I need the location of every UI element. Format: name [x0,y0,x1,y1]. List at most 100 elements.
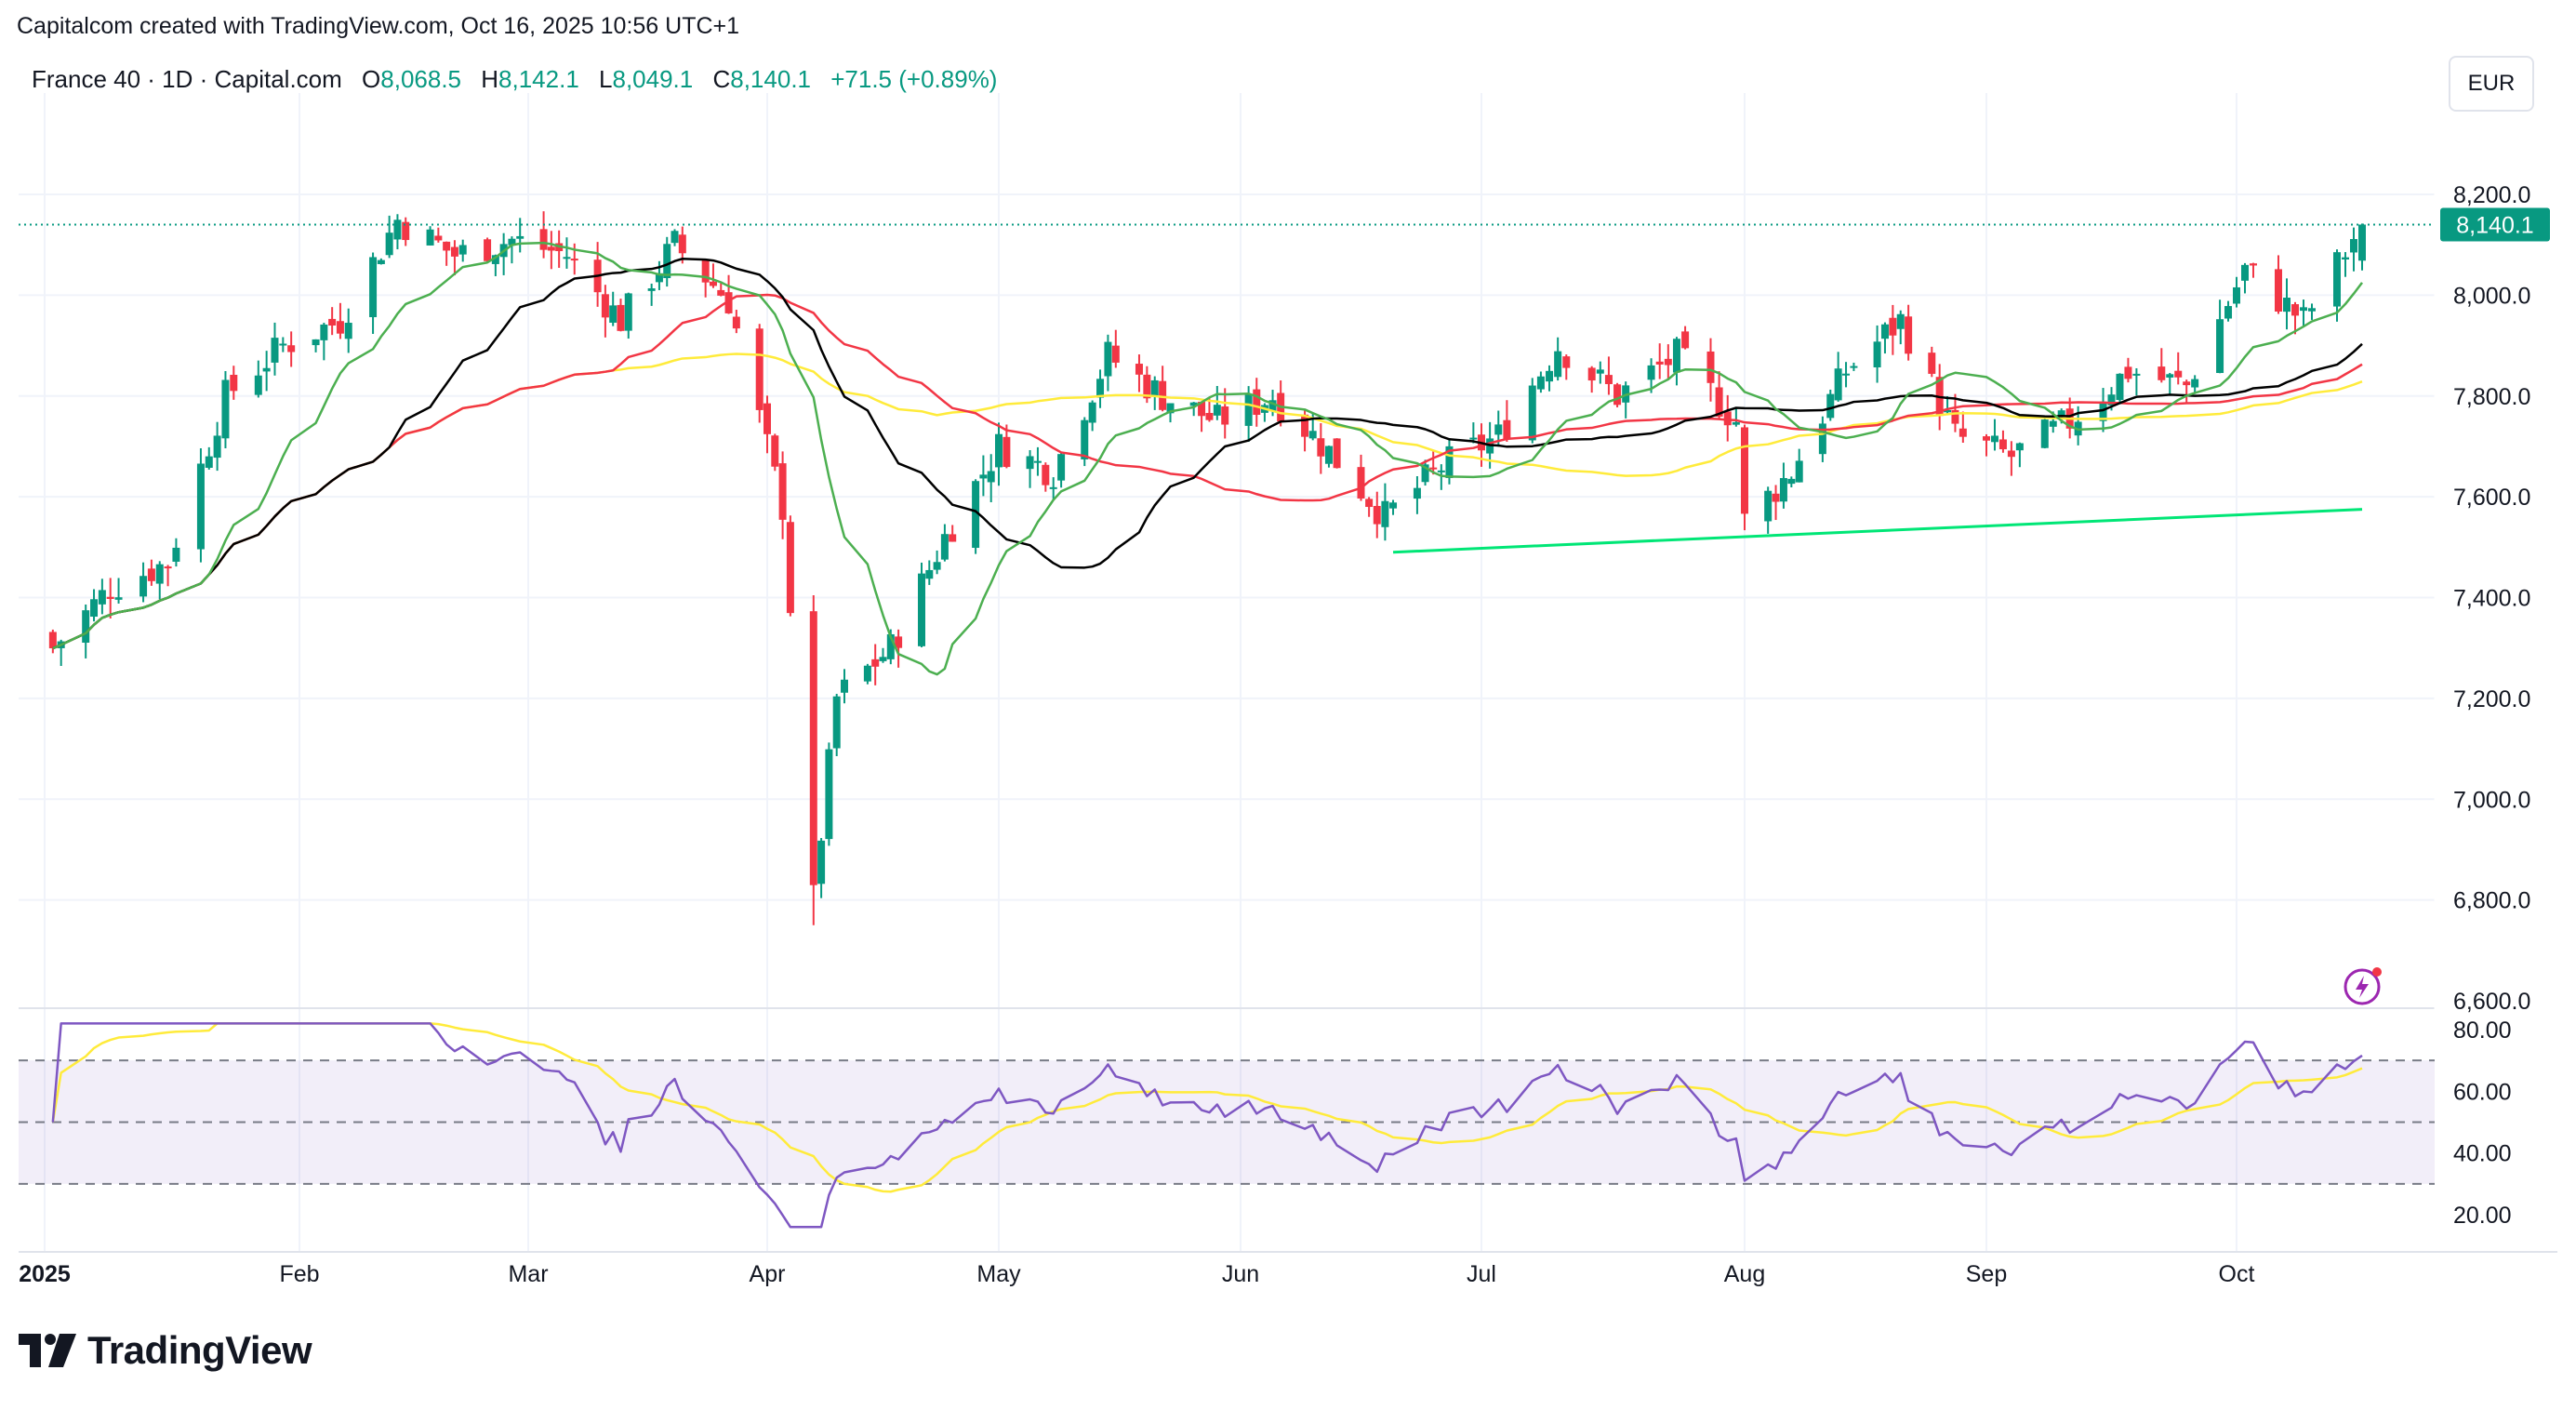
last-price-label: 8,140.1 [2456,212,2533,238]
candle-body [1818,423,1826,455]
candle-body [987,471,995,483]
candle-body [601,294,609,318]
candle-body [2049,420,2057,427]
tradingview-logo[interactable]: TradingView [19,1328,312,1373]
candle-body [213,435,221,459]
candle-body [1317,438,1325,457]
candle-body [458,245,467,255]
currency-button[interactable]: EUR [2449,56,2534,112]
candle-body [1429,467,1438,470]
low-value: 8,049.1 [612,65,694,93]
candle-body [2233,286,2240,304]
candle-body [328,318,337,326]
candle-body [450,246,458,257]
candle-body [671,231,679,244]
candle-body [1205,412,1214,420]
candle-body [2283,298,2291,313]
candle-body [369,257,378,318]
candle-body [48,632,57,649]
candle-body [940,534,949,560]
price-axis-label: 8,200.0 [2453,182,2530,208]
candle-body [1596,369,1604,374]
change-value: +71.5 (+0.89%) [830,65,998,93]
candle-body [1373,505,1381,525]
candle-body [1587,367,1596,381]
candle-body [1959,428,1967,437]
candle-body [1741,427,1748,514]
ma100-line [52,293,2363,650]
candle-body [1998,439,2007,450]
candle-body [2358,224,2366,261]
high-label: H [481,65,499,93]
candle-body [344,323,352,339]
candle-body [443,241,451,251]
rsi-axis-label: 20.00 [2453,1203,2512,1229]
candle-body [1049,486,1057,489]
ma50-line [52,257,2363,650]
candle-body [1951,409,1959,424]
price-axis-label: 7,200.0 [2453,686,2530,712]
candle-body [1604,375,1613,384]
high-value: 8,142.1 [498,65,579,93]
candle-body [841,679,848,693]
candle-body [2124,366,2132,379]
candle-body [1928,352,1936,374]
candle-body [312,339,320,346]
symbol-legend: France 40 · 1D · Capital.com O8,068.5 H8… [32,65,997,94]
lightning-icon[interactable] [2342,963,2386,1012]
candle-body [2241,264,2249,281]
rsi-axis-label: 80.00 [2453,1018,2512,1044]
candle-body [434,235,443,241]
time-axis-label: Feb [279,1261,319,1287]
candle-body [287,345,296,352]
candle-body [1357,467,1365,499]
time-axis-label: Apr [750,1261,786,1287]
candle-body [1983,436,1990,441]
candle-body [1990,435,1998,443]
candle-body [2350,239,2357,253]
candle-body [1308,431,1317,439]
candle-body [570,259,578,261]
candle-body [832,696,841,749]
candle-body [1198,401,1206,417]
candle-body [1213,405,1221,416]
candle-body [1042,464,1050,486]
candle-body [1905,316,1913,354]
candle-body [2116,373,2124,401]
candle-body [2158,366,2166,380]
candle-body [624,293,632,331]
candle-body [1779,478,1787,502]
candle-body [393,219,402,240]
time-axis-label: Jun [1222,1261,1259,1287]
candle-body [164,566,172,569]
last-price-badge [2440,207,2550,242]
candle-body [196,463,205,550]
candle-body [1150,379,1159,396]
candle-body [106,596,114,599]
price-axis-label: 6,600.0 [2453,989,2530,1015]
candle-body [1944,409,1952,413]
candle-body [2191,379,2199,388]
candle-body [1732,421,1740,425]
candle-body [609,305,617,323]
candle-body [426,229,434,246]
time-axis-label: Oct [2219,1261,2255,1287]
candle-body [1221,406,1229,425]
candle-body [764,403,771,434]
candle-body [2275,269,2282,312]
candle-body [886,633,895,659]
candle-body [1421,464,1429,483]
candle-body [2300,307,2307,312]
candle-body [1528,385,1536,441]
candle-body [205,456,213,468]
candle-body [1723,411,1732,426]
candle-body [1268,400,1277,412]
candle-body [871,658,880,667]
candle-body [1135,364,1143,375]
open-value: 8,068.5 [380,65,462,93]
candle-body [863,665,871,682]
candle-body [1681,331,1690,349]
symbol-name[interactable]: France 40 · 1D · Capital.com [32,65,342,93]
candle-body [82,610,90,644]
